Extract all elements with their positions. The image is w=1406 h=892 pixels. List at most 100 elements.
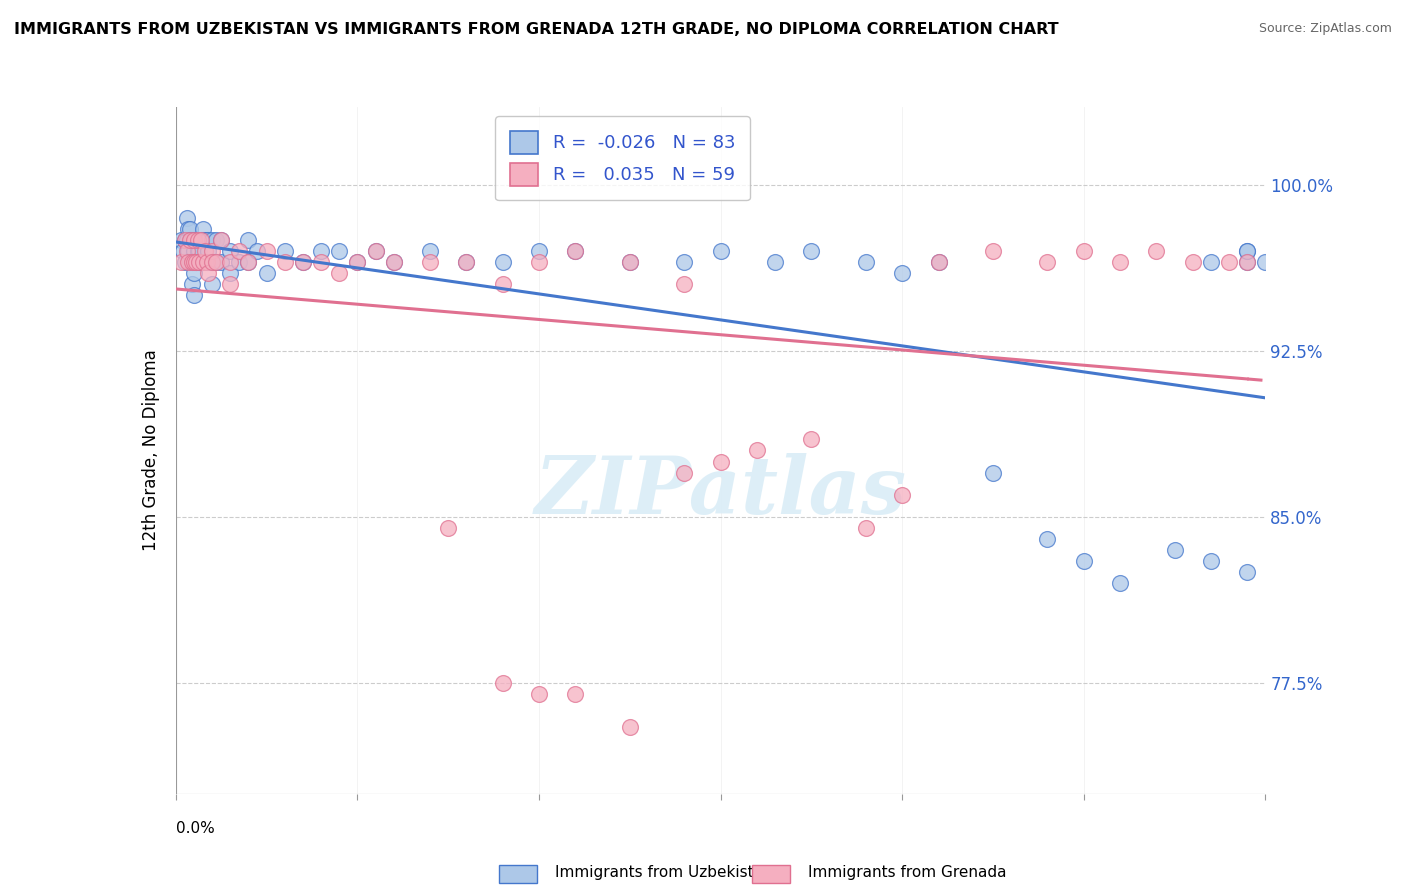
Point [219, 244, 242, 258]
Point [177, 222, 200, 236]
Point [201, 255, 224, 269]
Point [188, 255, 211, 269]
Point [274, 255, 297, 269]
Point [197, 233, 219, 247]
Point [564, 687, 586, 701]
Point [492, 255, 515, 269]
Point [177, 244, 200, 258]
Point [194, 244, 217, 258]
Point [190, 233, 212, 247]
Point [204, 233, 226, 247]
Point [1073, 554, 1095, 568]
Point [1236, 244, 1258, 258]
Point [1073, 244, 1095, 258]
Point [246, 244, 269, 258]
Point [456, 255, 478, 269]
Text: ZIPatlas: ZIPatlas [534, 453, 907, 531]
Point [184, 255, 207, 269]
Point [201, 233, 224, 247]
Point [204, 255, 226, 269]
Point [170, 233, 193, 247]
Point [328, 266, 350, 280]
Point [190, 255, 212, 269]
Text: Immigrants from Grenada: Immigrants from Grenada [808, 865, 1007, 880]
Point [176, 244, 198, 258]
Point [1236, 255, 1258, 269]
Point [204, 255, 226, 269]
Point [188, 244, 211, 258]
Point [219, 266, 242, 280]
Point [1254, 255, 1277, 269]
Point [1163, 543, 1185, 558]
Point [238, 255, 260, 269]
Point [179, 222, 201, 236]
Point [800, 433, 823, 447]
Point [564, 244, 586, 258]
Point [1199, 255, 1222, 269]
Point [928, 255, 950, 269]
Point [183, 288, 205, 302]
Point [1218, 255, 1240, 269]
Point [186, 233, 209, 247]
Point [176, 211, 198, 225]
Point [564, 244, 586, 258]
Point [219, 277, 242, 292]
Text: 0.0%: 0.0% [176, 822, 215, 837]
Point [1109, 576, 1132, 591]
Point [201, 255, 224, 269]
Point [419, 244, 441, 258]
Point [1236, 566, 1258, 580]
Text: IMMIGRANTS FROM UZBEKISTAN VS IMMIGRANTS FROM GRENADA 12TH GRADE, NO DIPLOMA COR: IMMIGRANTS FROM UZBEKISTAN VS IMMIGRANTS… [14, 22, 1059, 37]
Point [238, 255, 260, 269]
Point [179, 233, 201, 247]
Point [1236, 244, 1258, 258]
Point [181, 233, 204, 247]
Point [183, 244, 205, 258]
Point [891, 488, 914, 502]
Point [183, 233, 205, 247]
Point [981, 466, 1004, 480]
Point [197, 244, 219, 258]
Point [492, 277, 515, 292]
Point [673, 277, 696, 292]
Point [309, 255, 332, 269]
Point [745, 443, 768, 458]
Point [1199, 554, 1222, 568]
Point [710, 244, 733, 258]
Point [527, 255, 550, 269]
Point [186, 233, 209, 247]
Point [179, 255, 201, 269]
Point [172, 244, 194, 258]
Point [228, 255, 250, 269]
Point [346, 255, 368, 269]
Point [437, 521, 460, 535]
Point [855, 255, 877, 269]
Point [191, 255, 214, 269]
Point [419, 255, 441, 269]
Point [191, 255, 214, 269]
Point [177, 255, 200, 269]
Point [190, 233, 212, 247]
Point [673, 255, 696, 269]
Point [181, 277, 204, 292]
Point [492, 676, 515, 690]
Point [197, 266, 219, 280]
Point [309, 244, 332, 258]
Text: Source: ZipAtlas.com: Source: ZipAtlas.com [1258, 22, 1392, 36]
Point [1036, 255, 1059, 269]
Point [179, 233, 201, 247]
Point [183, 233, 205, 247]
Point [238, 233, 260, 247]
Point [170, 255, 193, 269]
Point [201, 277, 224, 292]
Point [256, 244, 278, 258]
Point [364, 244, 387, 258]
Point [328, 244, 350, 258]
Point [181, 255, 204, 269]
Point [184, 233, 207, 247]
Point [1146, 244, 1168, 258]
Point [184, 255, 207, 269]
Point [274, 244, 297, 258]
Point [195, 255, 218, 269]
Point [173, 233, 195, 247]
